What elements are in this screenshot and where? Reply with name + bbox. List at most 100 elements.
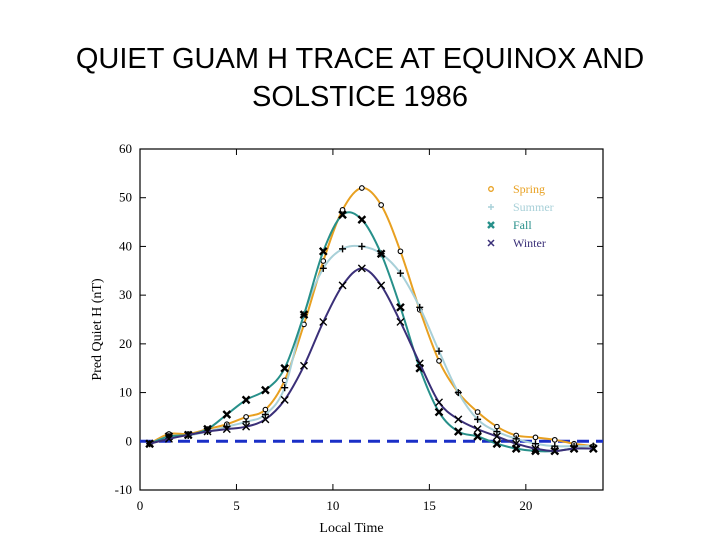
data-point — [241, 395, 251, 405]
data-point — [338, 210, 347, 220]
data-point — [454, 389, 462, 397]
x-tick-label: 20 — [519, 498, 532, 513]
data-point — [551, 436, 558, 443]
y-tick-label: -10 — [115, 482, 132, 497]
x-tick-label: 10 — [326, 498, 339, 513]
data-point — [473, 432, 482, 441]
x-axis-label: Local Time — [319, 521, 383, 536]
series-line-winter — [149, 267, 594, 453]
data-point — [164, 434, 173, 443]
data-point — [492, 439, 502, 449]
data-point — [434, 407, 444, 417]
data-point — [339, 245, 347, 253]
data-point — [280, 363, 290, 373]
data-point — [492, 432, 501, 441]
legend-item-fall: Fall — [487, 218, 532, 232]
series-line-summer — [149, 244, 594, 448]
data-point — [396, 269, 404, 277]
data-point — [532, 434, 539, 441]
chart-title-line-2: SOLSTICE 1986 — [252, 81, 468, 113]
data-point — [493, 428, 501, 436]
data-point — [358, 242, 366, 250]
data-point — [473, 425, 482, 434]
data-point — [396, 317, 405, 326]
data-point — [474, 409, 481, 415]
data-point — [261, 415, 270, 424]
y-axis-label: Pred Quiet H (nT) — [90, 278, 105, 381]
legend-item-winter: Winter — [487, 236, 546, 250]
x-tick-label: 15 — [423, 498, 436, 513]
data-point — [222, 410, 232, 419]
data-point — [203, 427, 212, 436]
data-point — [376, 249, 386, 259]
data-point — [512, 435, 520, 443]
data-point — [551, 442, 559, 450]
legend-label: Fall — [513, 218, 532, 232]
data-point — [550, 447, 559, 456]
y-tick-label: 30 — [119, 287, 132, 302]
data-point — [145, 439, 154, 448]
legend-item-spring: Spring — [488, 182, 545, 196]
data-point — [453, 427, 463, 436]
legend-marker — [488, 204, 494, 210]
y-tick-label: 0 — [126, 433, 133, 448]
chart-title: QUIET GUAM H TRACE AT EQUINOX AND SOLSTI… — [0, 40, 720, 116]
y-tick-label: 60 — [119, 141, 132, 156]
legend-label: Winter — [513, 236, 546, 250]
legend-label: Spring — [513, 182, 545, 196]
legend-item-summer: Summer — [488, 200, 554, 214]
data-point — [531, 444, 540, 453]
data-point — [378, 202, 384, 208]
y-tick-label: 50 — [119, 190, 132, 205]
legend-label: Summer — [513, 200, 554, 214]
data-point — [242, 418, 250, 426]
data-point — [261, 385, 270, 395]
series-winter — [145, 264, 598, 456]
data-point — [319, 264, 327, 272]
data-point — [570, 444, 579, 453]
y-tick-label: 40 — [119, 238, 132, 253]
series-group — [145, 185, 598, 456]
data-point — [299, 361, 308, 370]
data-point — [338, 281, 347, 290]
axis-ticks: 0 5 10 15 20 -10 0 10 20 30 40 50 60 — [115, 141, 603, 513]
data-point — [436, 358, 442, 364]
plot-axes — [139, 148, 604, 491]
chart-title-line-1: QUIET GUAM H TRACE AT EQUINOX AND — [75, 43, 645, 75]
data-point — [299, 310, 309, 319]
data-point — [589, 444, 598, 453]
plot-frame — [139, 148, 604, 491]
data-point — [531, 440, 539, 448]
legend: Spring Summer Fall Winter — [487, 182, 554, 250]
x-tick-label: 0 — [137, 498, 144, 513]
data-point — [319, 317, 328, 326]
data-point — [435, 398, 444, 407]
data-point — [416, 303, 424, 311]
legend-marker — [487, 221, 495, 229]
data-point — [359, 185, 365, 191]
legend-marker — [487, 239, 495, 247]
data-point — [184, 430, 193, 439]
data-point — [357, 215, 367, 224]
data-point — [397, 248, 404, 255]
data-point — [339, 207, 346, 213]
data-point — [377, 281, 386, 290]
data-point — [415, 359, 424, 368]
data-point — [261, 410, 269, 418]
data-point — [320, 258, 327, 264]
data-point — [222, 425, 231, 434]
data-point — [435, 347, 443, 355]
y-tick-label: 20 — [119, 336, 132, 351]
y-tick-label: 10 — [119, 385, 132, 400]
data-point — [318, 246, 328, 256]
x-tick-label: 5 — [233, 498, 240, 513]
legend-marker — [488, 186, 494, 192]
data-point — [281, 384, 289, 392]
data-point — [512, 439, 521, 448]
data-point — [454, 415, 463, 424]
data-point — [357, 264, 366, 273]
data-point — [396, 302, 405, 312]
data-point — [474, 415, 482, 423]
data-point — [280, 395, 289, 404]
